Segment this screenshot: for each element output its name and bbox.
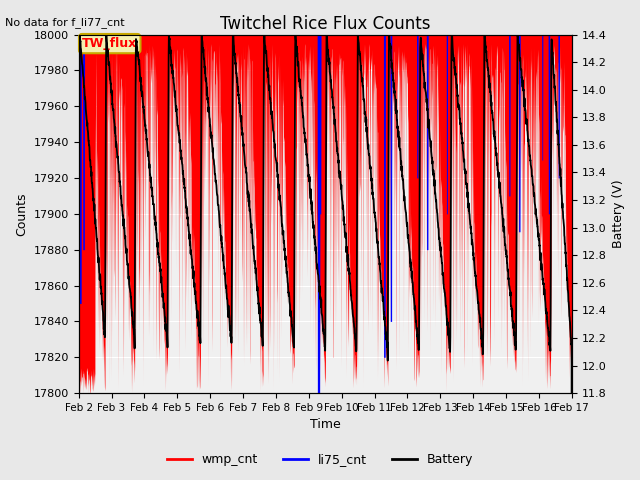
Y-axis label: Counts: Counts: [15, 192, 28, 236]
X-axis label: Time: Time: [310, 419, 340, 432]
Y-axis label: Battery (V): Battery (V): [612, 180, 625, 248]
Text: TW_flux: TW_flux: [82, 37, 138, 50]
Legend: wmp_cnt, li75_cnt, Battery: wmp_cnt, li75_cnt, Battery: [162, 448, 478, 471]
Title: Twitchel Rice Flux Counts: Twitchel Rice Flux Counts: [220, 15, 431, 33]
Text: No data for f_li77_cnt: No data for f_li77_cnt: [5, 17, 125, 28]
